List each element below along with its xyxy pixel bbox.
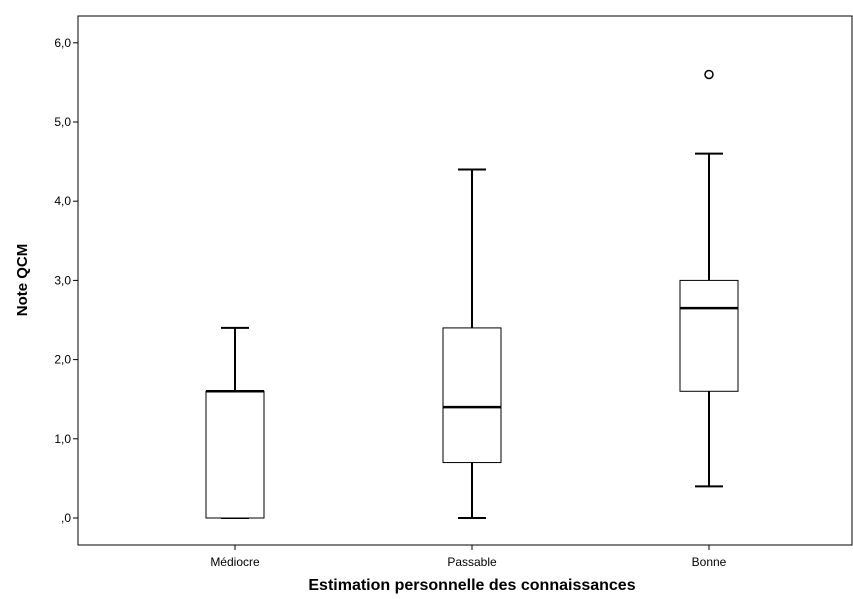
y-tick-label: 3,0 bbox=[54, 273, 71, 287]
y-tick-label: 5,0 bbox=[54, 115, 71, 129]
box-passable bbox=[442, 327, 502, 464]
x-tick-label: Bonne bbox=[692, 555, 727, 569]
x-axis-title: Estimation personnelle des connaissances bbox=[308, 577, 635, 594]
y-tick-label: ,0 bbox=[61, 511, 71, 525]
x-tick-label: Passable bbox=[447, 555, 497, 569]
y-tick-label: 1,0 bbox=[54, 432, 71, 446]
y-tick-label: 2,0 bbox=[54, 353, 71, 367]
x-tick-label: Médiocre bbox=[210, 555, 260, 569]
y-axis-title: Note QCM bbox=[14, 244, 31, 317]
y-tick-label: 6,0 bbox=[54, 36, 71, 50]
y-axis: ,0 1,0 2,0 3,0 4,0 5,0 6,0 bbox=[54, 36, 78, 525]
x-axis: Médiocre Passable Bonne bbox=[210, 545, 727, 569]
box-mediocre bbox=[205, 390, 265, 519]
outlier-point-bonne bbox=[704, 69, 714, 80]
box-group bbox=[205, 69, 739, 519]
y-tick-label: 4,0 bbox=[54, 194, 71, 208]
box-bonne bbox=[679, 279, 739, 392]
